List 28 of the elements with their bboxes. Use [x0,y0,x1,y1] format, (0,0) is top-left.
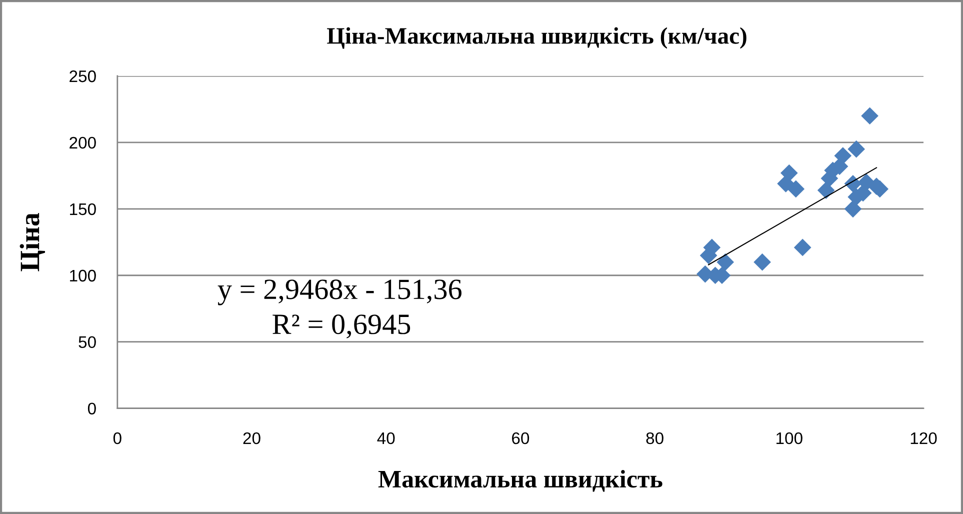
point [777,174,794,192]
point [794,238,812,256]
annotation: R² = 0,6945 [272,314,410,338]
point [861,107,878,125]
y-tick-label: 200 [70,136,96,149]
x-tick-label: 80 [646,432,664,444]
annotation: y = 2,9468x - 151,36 [218,280,462,306]
y-tick-label: 0 [88,402,96,415]
y-tick-label: 100 [70,270,96,282]
y-axis-title: Ціна [20,212,45,272]
x-tick-label: 100 [776,432,802,444]
x-tick-label: 60 [512,432,530,444]
chart-title: Ціна-Максимальна швидкість (км/час) [327,27,746,49]
x-tick-label: 20 [243,432,260,444]
point [848,140,865,158]
point [844,200,862,218]
point [817,182,835,199]
y-tick-label: 50 [78,336,96,348]
point [754,253,771,271]
x-tick-label: 120 [910,432,937,444]
y-tick-label: 150 [70,203,96,216]
point [844,174,862,192]
y-tick-label: 250 [70,70,96,82]
point [716,253,734,271]
x-tick-label: 40 [377,432,395,444]
point [787,180,805,198]
x-tick-label: 0 [113,432,122,444]
x-axis-title: Максимальна швидкість [378,470,662,492]
